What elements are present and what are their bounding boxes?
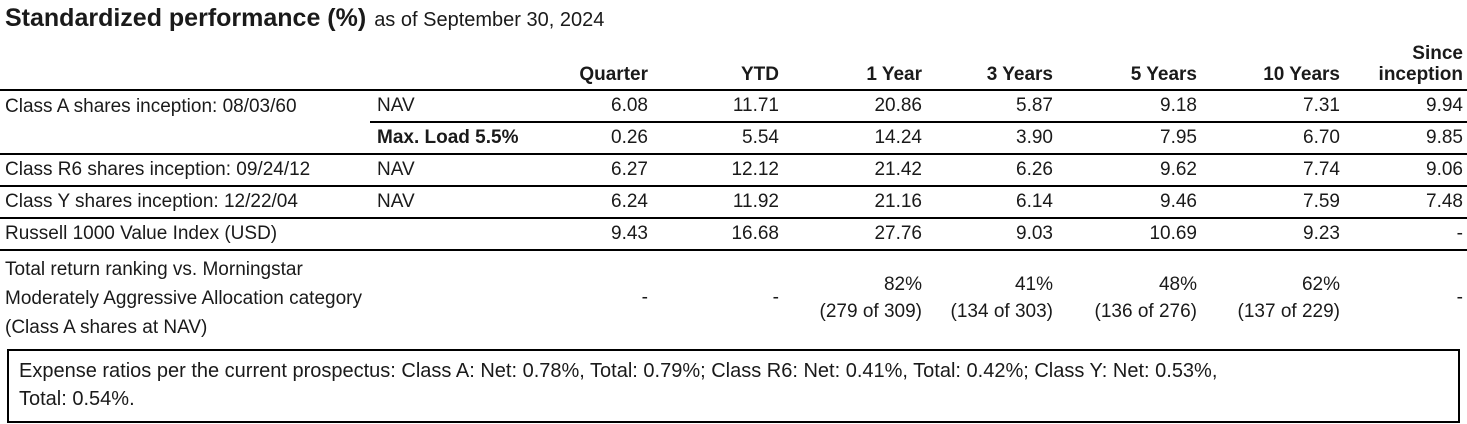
share-type-cell: NAV: [370, 90, 545, 123]
header-spacer-type: [370, 38, 545, 91]
title-main: Standardized performance (%): [5, 4, 367, 32]
value-5-years: 9.18: [1055, 90, 1199, 123]
value-3-years: 3.90: [924, 122, 1055, 155]
value-ytd: 12.12: [650, 154, 781, 187]
column-header-5-years: 5 Years: [1055, 38, 1199, 91]
ranking-label-line-1: Total return ranking vs. Morningstar: [5, 258, 303, 280]
value-5-years: 9.46: [1055, 186, 1199, 219]
ranking-label-line-2: Moderately Aggressive Allocation categor…: [5, 287, 362, 309]
value-1-year: 20.86: [781, 90, 924, 123]
table-row-class-r6-nav: Class R6 shares inception: 09/24/12 NAV …: [0, 154, 1467, 187]
value-5-years: 7.95: [1055, 122, 1199, 155]
ranking-ytd: -: [772, 287, 779, 308]
ranking-position: (134 of 303): [950, 301, 1053, 322]
expense-ratios-note: Expense ratios per the current prospectu…: [7, 349, 1460, 423]
ranking-percent: 48%: [1158, 274, 1197, 295]
column-header-10-years: 10 Years: [1199, 38, 1342, 91]
value-3-years: 5.87: [924, 90, 1055, 123]
value-3-years: 9.03: [924, 218, 1055, 251]
row-label: Total return ranking vs. Morningstar Mod…: [0, 250, 545, 345]
value-quarter: 6.24: [545, 186, 650, 219]
value-quarter: 6.27: [545, 154, 650, 187]
column-header-since-inception: Since inception: [1342, 38, 1467, 91]
value-since-inception: 9.85: [1342, 122, 1467, 155]
value-1-year: 14.24: [781, 122, 924, 155]
column-header-3-years: 3 Years: [924, 38, 1055, 91]
value-ytd: 16.68: [650, 218, 781, 251]
ranking-percent: 62%: [1301, 274, 1340, 295]
row-label: Class A shares inception: 08/03/60: [5, 95, 297, 117]
value-since-inception: 9.06: [1342, 154, 1467, 187]
value-since-inception: 7.48: [1342, 186, 1467, 219]
ranking-5-years: 48% (136 of 276): [1055, 250, 1199, 345]
value-10-years: 9.23: [1199, 218, 1342, 251]
table-header-row: Quarter YTD 1 Year 3 Years 5 Years 10 Ye…: [0, 38, 1467, 91]
value-5-years: 9.62: [1055, 154, 1199, 187]
table-row-class-a-max-load: Max. Load 5.5% 0.26 5.54 14.24 3.90 7.95…: [0, 122, 1467, 155]
ranking-3-years: 41% (134 of 303): [924, 250, 1055, 345]
value-5-years: 10.69: [1055, 218, 1199, 251]
table-row-class-a-nav: Class A shares inception: 08/03/60 NAV 6…: [0, 90, 1467, 123]
value-ytd: 11.71: [650, 90, 781, 123]
value-1-year: 21.16: [781, 186, 924, 219]
row-label: Russell 1000 Value Index (USD): [0, 218, 545, 251]
value-1-year: 27.76: [781, 218, 924, 251]
value-10-years: 7.74: [1199, 154, 1342, 187]
value-3-years: 6.14: [924, 186, 1055, 219]
performance-table: Quarter YTD 1 Year 3 Years 5 Years 10 Ye…: [0, 38, 1467, 345]
header-spacer-label: [0, 38, 370, 91]
value-10-years: 7.59: [1199, 186, 1342, 219]
row-label: Class R6 shares inception: 09/24/12: [0, 154, 370, 187]
column-header-quarter: Quarter: [545, 38, 650, 91]
ranking-1-year: 82% (279 of 309): [781, 250, 924, 345]
expense-note-line-2: Total: 0.54%.: [19, 388, 135, 410]
row-label: Class Y shares inception: 12/22/04: [0, 186, 370, 219]
value-since-inception: 9.94: [1342, 90, 1467, 123]
value-quarter: 9.43: [545, 218, 650, 251]
value-ytd: 11.92: [650, 186, 781, 219]
value-10-years: 7.31: [1199, 90, 1342, 123]
value-since-inception: -: [1342, 218, 1467, 251]
ranking-percent: 82%: [883, 274, 922, 295]
value-10-years: 6.70: [1199, 122, 1342, 155]
value-3-years: 6.26: [924, 154, 1055, 187]
share-type-cell: NAV: [370, 186, 545, 219]
ranking-position: (279 of 309): [819, 301, 922, 322]
ranking-since-inception: -: [1456, 287, 1463, 308]
ranking-position: (137 of 229): [1237, 301, 1340, 322]
title-as-of-date: as of September 30, 2024: [374, 9, 605, 31]
value-quarter: 0.26: [545, 122, 650, 155]
ranking-quarter: -: [641, 287, 648, 308]
ranking-percent: 41%: [1014, 274, 1053, 295]
ranking-10-years: 62% (137 of 229): [1199, 250, 1342, 345]
row-label: [0, 122, 370, 155]
value-quarter: 6.08: [545, 90, 650, 123]
ranking-position: (136 of 276): [1094, 301, 1197, 322]
column-header-ytd: YTD: [650, 38, 781, 91]
table-row-russell-1000-value-index: Russell 1000 Value Index (USD) 9.43 16.6…: [0, 218, 1467, 251]
table-row-class-y-nav: Class Y shares inception: 12/22/04 NAV 6…: [0, 186, 1467, 219]
expense-note-line-1: Expense ratios per the current prospectu…: [19, 360, 1218, 382]
share-type-cell: Max. Load 5.5%: [370, 122, 545, 155]
value-ytd: 5.54: [650, 122, 781, 155]
share-type-cell: NAV: [370, 154, 545, 187]
column-header-1-year: 1 Year: [781, 38, 924, 91]
table-row-morningstar-ranking: Total return ranking vs. Morningstar Mod…: [0, 250, 1467, 345]
value-1-year: 21.42: [781, 154, 924, 187]
ranking-label-line-3: (Class A shares at NAV): [5, 316, 208, 338]
page-title: Standardized performance (%) as of Septem…: [0, 3, 1467, 37]
